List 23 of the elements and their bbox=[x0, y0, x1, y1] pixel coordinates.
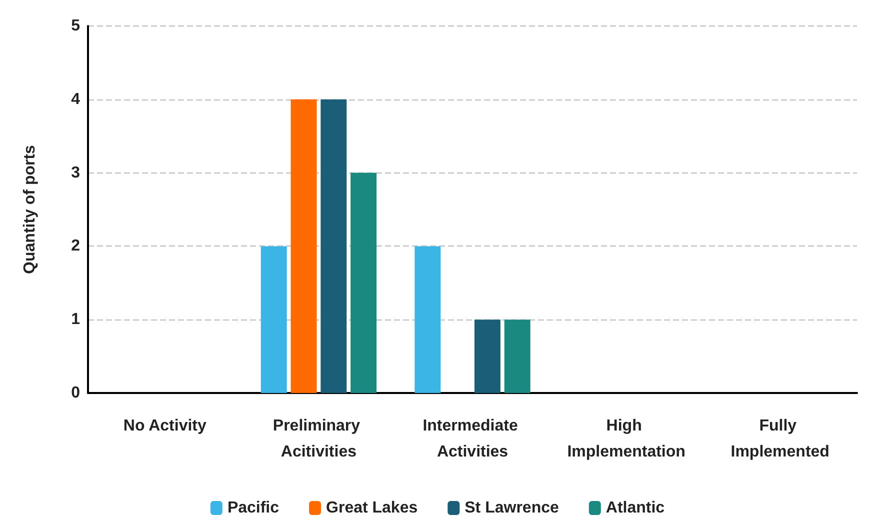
bar bbox=[474, 320, 500, 393]
bar bbox=[290, 99, 317, 393]
legend-label: St Lawrence bbox=[464, 500, 559, 516]
y-tick-label: 5 bbox=[71, 18, 80, 34]
legend-label: Great Lakes bbox=[326, 500, 418, 516]
x-tick-label: Intermediate Activities bbox=[422, 418, 522, 460]
x-tick-label: No Activity bbox=[123, 418, 206, 434]
y-tick-label: 2 bbox=[71, 238, 80, 255]
bar bbox=[320, 99, 347, 393]
y-axis-title: Quantity of ports bbox=[22, 144, 38, 274]
bar bbox=[350, 172, 377, 393]
y-tick-label: 0 bbox=[71, 384, 80, 402]
legend-label: Pacific bbox=[227, 500, 280, 516]
legend-label: Atlantic bbox=[606, 500, 665, 516]
y-tick-label: 3 bbox=[71, 164, 80, 182]
y-tick-label: 4 bbox=[71, 90, 80, 108]
bar bbox=[260, 246, 287, 393]
bar bbox=[504, 320, 530, 393]
y-tick-label: 1 bbox=[71, 311, 80, 328]
x-tick-label: High Implementation bbox=[567, 418, 686, 460]
bar bbox=[414, 246, 441, 393]
x-tick-label: Preliminary Acitivities bbox=[272, 418, 365, 460]
x-tick-label: Fully Implemented bbox=[730, 418, 830, 460]
